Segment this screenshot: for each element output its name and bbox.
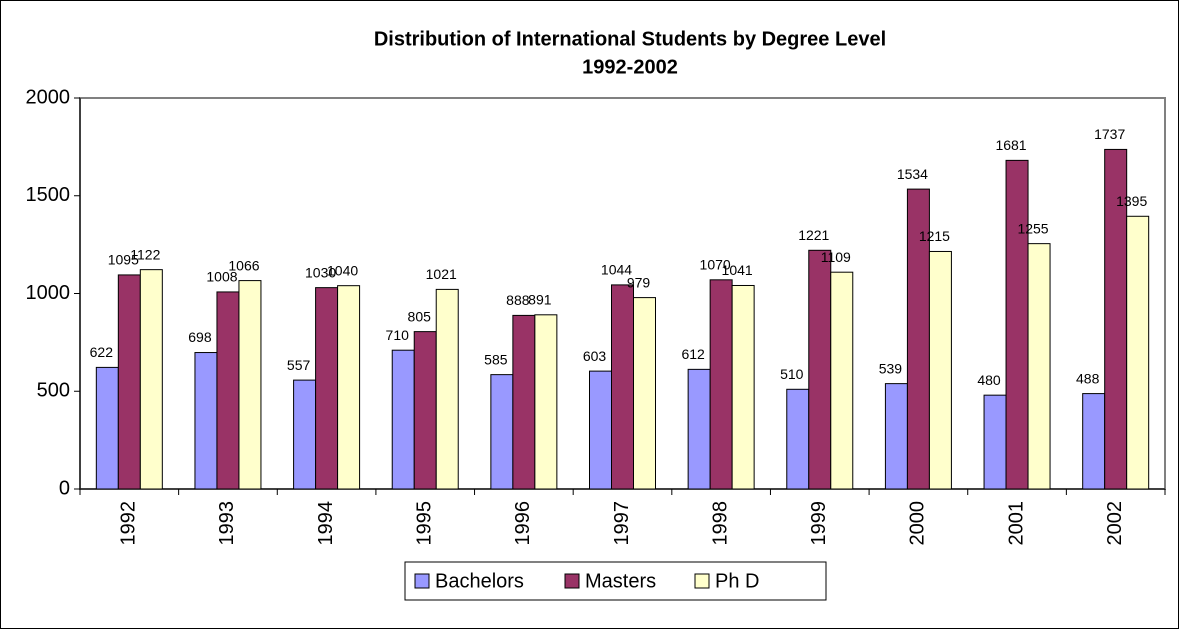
y-tick-label: 1500 [26,184,71,206]
data-label: 488 [1076,370,1100,386]
bar [117,274,141,490]
data-label: 1255 [1017,220,1048,236]
data-label: 612 [681,346,705,362]
x-tick-label: 1998 [709,501,731,546]
y-tick-label: 0 [59,477,70,499]
x-tick-label: 1999 [808,501,830,546]
data-label: 1040 [327,262,358,278]
data-label: 698 [188,329,212,345]
legend-swatch [694,573,710,589]
x-tick-label: 1996 [512,501,534,546]
bar [983,394,1007,490]
data-label: 603 [583,348,607,364]
bar [337,285,361,490]
bar [633,297,656,490]
bar [611,284,634,490]
legend-label: Ph D [715,570,759,592]
bar [95,366,119,490]
y-tick-label: 1000 [26,282,71,304]
data-label: 1021 [426,266,457,282]
bar [139,269,163,490]
bar [534,314,558,490]
data-label: 1095 [108,252,139,268]
data-label: 557 [287,357,311,373]
bar [687,368,711,490]
bar [731,284,755,490]
legend-label: Masters [585,570,656,592]
data-label: 1534 [897,166,928,182]
bar [238,280,262,490]
bar [1126,215,1150,490]
bar [589,370,612,490]
data-label: 1109 [821,249,851,265]
bar [884,383,908,490]
bar [786,388,810,490]
bar [194,352,218,490]
bar [490,374,514,490]
bar [391,349,415,490]
bar [435,288,459,490]
y-tick-label: 500 [37,380,70,402]
x-tick-label: 1992 [118,501,140,546]
legend-label: Bachelors [435,570,524,592]
x-tick-label: 1997 [611,501,633,546]
data-label: 480 [977,372,1001,388]
data-label: 1395 [1116,193,1147,209]
data-label: 1122 [130,246,160,262]
y-tick-label: 2000 [26,86,71,108]
data-label: 891 [528,292,552,308]
x-tick-label: 2000 [907,501,929,546]
bar [293,379,317,490]
bar [413,331,437,490]
legend-swatch [414,573,430,589]
data-label: 510 [780,366,804,382]
data-label: 1221 [798,227,829,243]
bar [928,250,952,490]
data-label: 622 [90,344,114,360]
bar [808,249,832,490]
x-tick-label: 2001 [1005,501,1027,546]
bar [512,314,536,490]
chart-subtitle: 1992-2002 [582,56,678,78]
legend-box [404,561,827,601]
data-label: 1681 [995,137,1026,153]
data-label: 710 [386,327,410,343]
bar [315,287,339,490]
bar [216,291,240,490]
x-tick-label: 1995 [414,501,436,546]
data-label: 805 [408,308,432,324]
x-tick-label: 1994 [315,501,337,546]
legend-swatch [564,573,580,589]
bar [1005,159,1029,490]
x-tick-label: 2002 [1104,501,1126,546]
data-label: 539 [879,360,903,376]
bar [1027,243,1051,490]
data-label: 1008 [206,269,237,285]
data-label: 1030 [305,264,336,280]
data-label: 1066 [228,257,259,273]
data-label: 1041 [722,262,753,278]
data-label: 1737 [1094,126,1125,142]
data-label: 1044 [601,262,632,278]
data-label: 979 [627,274,651,290]
chart-title: Distribution of International Students b… [374,28,886,50]
bar [709,279,733,490]
data-label: 1215 [919,228,950,244]
x-tick-label: 1993 [216,501,238,546]
bar [830,271,854,490]
bar [1082,393,1106,490]
data-label: 888 [506,292,530,308]
data-label: 1070 [700,257,731,273]
data-label: 585 [484,351,508,367]
